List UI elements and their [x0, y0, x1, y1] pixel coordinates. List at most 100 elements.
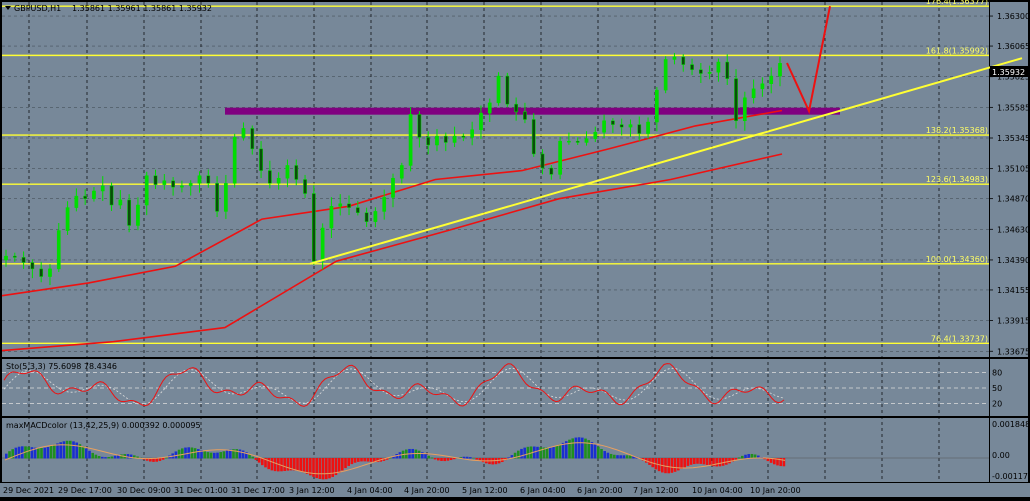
macd-bar: [526, 446, 530, 459]
macd-bar: [462, 456, 466, 459]
macd-bar: [72, 441, 75, 459]
fib-level-label: 76.4(1.33737): [931, 334, 988, 343]
candle-body: [21, 257, 26, 263]
macd-bar: [773, 458, 776, 465]
stochastic-level-label: 20: [992, 400, 1002, 409]
macd-bar: [686, 458, 690, 466]
macd-bar: [597, 446, 600, 459]
candle-body: [382, 197, 387, 212]
macd-bar: [472, 457, 475, 459]
macd-bar: [120, 454, 123, 459]
candle-body: [681, 56, 686, 65]
candle-body: [663, 59, 668, 91]
macd-axis-tick: 0.00: [992, 451, 1010, 460]
macd-signal-line: [4, 442, 786, 475]
candle-body: [584, 138, 589, 143]
projection-arrow: [786, 6, 831, 115]
fib-level-label: 123.6(1.34983): [926, 175, 988, 184]
candle-body: [514, 103, 518, 113]
candle-body: [470, 129, 475, 138]
candle-body: [435, 135, 439, 146]
macd-bar: [30, 447, 34, 459]
stochastic-panel[interactable]: [2, 359, 989, 416]
stochastic-signal-line: [3, 367, 785, 405]
candle-body: [531, 119, 536, 155]
macd-bar: [667, 458, 670, 474]
macd-bar: [629, 455, 632, 459]
macd-bar: [53, 444, 56, 459]
macd-bar: [465, 456, 469, 459]
macd-bar: [328, 458, 331, 479]
macd-bar: [289, 458, 293, 471]
macd-bar: [494, 458, 498, 465]
macd-bar: [721, 458, 725, 466]
candle-body: [373, 211, 378, 222]
macd-bar: [731, 458, 734, 462]
candle-body: [479, 112, 483, 130]
candle-body: [690, 64, 694, 70]
triangle-down-icon[interactable]: [5, 6, 11, 10]
candle-body: [136, 204, 140, 226]
macd-bar: [360, 458, 363, 462]
candle-body: [171, 180, 175, 188]
macd-bar: [385, 458, 389, 460]
macd-bar: [600, 448, 603, 459]
candle-body: [751, 88, 756, 99]
price-axis[interactable]: [990, 2, 1028, 357]
macd-bar: [91, 452, 94, 459]
candle-body: [646, 121, 650, 134]
fib-level-label: 161.8(1.35992): [926, 46, 988, 55]
macd-bar: [619, 455, 622, 459]
candle-body: [56, 230, 61, 270]
candle-body: [4, 255, 8, 261]
macd-bar: [718, 458, 722, 467]
macd-bar: [750, 453, 754, 459]
price-tick-label: 1.34390: [997, 256, 1030, 265]
macd-bar: [715, 458, 718, 467]
macd-bar: [219, 452, 222, 459]
macd-bar: [200, 450, 203, 459]
main-chart-panel[interactable]: [2, 2, 989, 357]
macd-bar: [565, 441, 568, 459]
macd-bar: [590, 442, 594, 459]
candle-body: [698, 69, 703, 74]
macd-bar: [133, 455, 136, 459]
candle-body: [540, 153, 545, 169]
candle-body: [215, 183, 219, 212]
time-axis-label: 10 Jan 04:00: [692, 486, 743, 495]
macd-bar: [702, 458, 706, 465]
macd-bar: [113, 455, 117, 459]
candle-body: [505, 75, 510, 105]
candle-body: [707, 71, 712, 74]
macd-bar: [136, 456, 139, 459]
macd-bar: [353, 458, 357, 463]
macd-bar: [181, 448, 184, 459]
macd-bar: [481, 458, 485, 463]
macd-bar: [270, 458, 274, 471]
candle-body: [74, 195, 79, 208]
time-axis[interactable]: [0, 483, 1030, 497]
macd-bar: [705, 458, 709, 465]
price-tick-label: 1.36300: [997, 12, 1030, 21]
macd-bar: [94, 454, 98, 459]
candle-body: [12, 255, 17, 258]
macd-bar: [302, 458, 306, 473]
macd-bar: [347, 458, 350, 466]
macd-bar: [78, 444, 82, 459]
macd-bar: [382, 458, 386, 461]
macd-bar: [177, 449, 181, 459]
macd-bar: [593, 444, 597, 459]
macd-bar: [539, 447, 542, 459]
macd-bar: [56, 443, 59, 459]
macd-bar: [571, 438, 574, 459]
macd-bar: [193, 448, 197, 459]
macd-bar: [680, 458, 683, 469]
macd-panel[interactable]: [2, 418, 989, 482]
macd-bar: [283, 458, 286, 471]
candle-body: [30, 262, 35, 270]
macd-bar: [510, 455, 514, 459]
time-axis-label: 3 Jan 12:00: [289, 486, 335, 495]
macd-bar: [27, 446, 30, 459]
macd-bar: [446, 458, 450, 461]
